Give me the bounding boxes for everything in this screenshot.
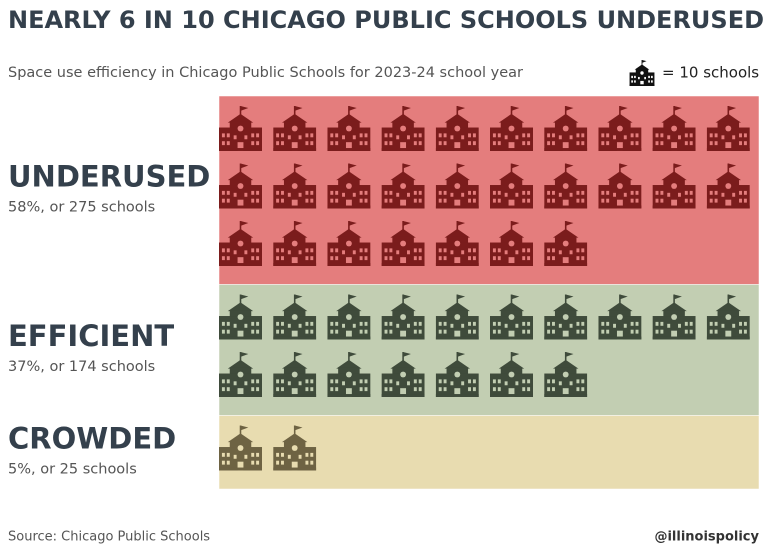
- category-label: UNDERUSED: [8, 159, 210, 193]
- source: Source: Chicago Public Schools: [8, 530, 210, 545]
- category-label: CROWDED: [8, 421, 176, 455]
- credit: @illinoispolicy: [654, 530, 759, 545]
- value-label: 37%, or 174 schools: [8, 359, 155, 375]
- value-label: 58%, or 275 schools: [8, 199, 155, 215]
- legend-label: = 10 schools: [662, 64, 759, 82]
- category-label: EFFICIENT: [8, 319, 174, 353]
- chart-title: NEARLY 6 IN 10 CHICAGO PUBLIC SCHOOLS UN…: [8, 6, 764, 34]
- legend-icon: [629, 60, 655, 86]
- subtitle: Space use efficiency in Chicago Public S…: [8, 65, 523, 81]
- value-label: 5%, or 25 schools: [8, 461, 137, 477]
